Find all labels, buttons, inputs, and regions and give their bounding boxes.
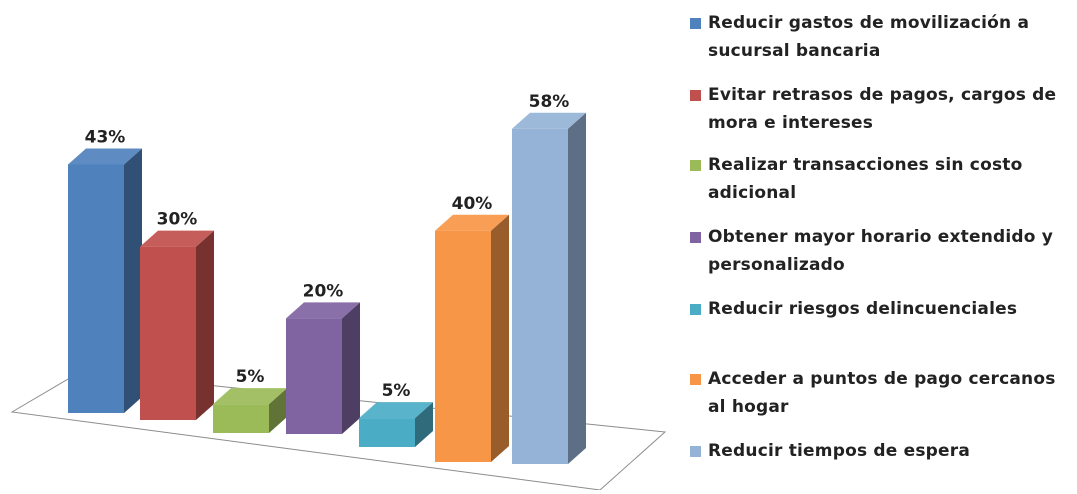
legend-item: Realizar transacciones sin costo adicion… (690, 154, 1075, 207)
data-label: 30% (157, 210, 198, 230)
data-label: 58% (529, 92, 570, 112)
bar (286, 302, 360, 434)
bar-front-face (286, 318, 342, 434)
bar-side-face (196, 230, 214, 420)
legend-item: Obtener mayor horario extendido y person… (690, 226, 1075, 279)
bar-top-face (359, 402, 433, 419)
legend-swatch (690, 304, 701, 315)
data-label: 40% (452, 194, 493, 214)
bar-side-face (491, 214, 509, 462)
bar-top-face (286, 302, 360, 319)
legend-swatch (690, 90, 701, 101)
legend-label: Reducir gastos de movilización a sucursa… (708, 13, 1030, 61)
legend-swatch (690, 18, 701, 29)
bar-side-face (124, 148, 142, 413)
data-label: 5% (382, 381, 411, 401)
legend-swatch (690, 160, 701, 171)
bar (140, 230, 214, 420)
bar (512, 112, 586, 464)
bar-top-face (512, 112, 586, 129)
data-label: 5% (236, 367, 265, 387)
bar-top-face (140, 230, 214, 247)
legend-item: Reducir tiempos de espera (690, 440, 1075, 465)
bar-front-face (359, 418, 415, 447)
bar-top-face (435, 214, 509, 231)
bar-side-face (342, 302, 360, 434)
bar (68, 148, 142, 413)
bar-front-face (140, 246, 196, 420)
legend-label: Evitar retrasos de pagos, cargos de mora… (708, 85, 1057, 133)
legend-label: Acceder a puntos de pago cercanos al hog… (708, 369, 1056, 417)
bar (435, 214, 509, 462)
legend-label: Reducir tiempos de espera (708, 441, 971, 461)
bar (213, 388, 287, 433)
legend-swatch (690, 374, 701, 385)
bar-top-face (213, 388, 287, 405)
legend-label: Obtener mayor horario extendido y person… (708, 227, 1054, 275)
bar-front-face (68, 164, 124, 413)
bar-side-face (269, 388, 287, 433)
bar-side-face (415, 402, 433, 447)
legend-swatch (690, 232, 701, 243)
bar-front-face (512, 128, 568, 464)
legend-label: Reducir riesgos delincuenciales (708, 299, 1018, 319)
bar (359, 402, 433, 447)
bar-series: 43% 30% 5% 20% 5% 40% 58% (68, 92, 586, 464)
bar-front-face (435, 230, 491, 462)
legend-swatch (690, 446, 701, 457)
legend-item: Acceder a puntos de pago cercanos al hog… (690, 368, 1075, 421)
legend-label: Realizar transacciones sin costo adicion… (708, 155, 1023, 203)
bar-top-face (68, 148, 142, 165)
legend-item: Reducir gastos de movilización a sucursa… (690, 12, 1075, 65)
data-label: 43% (85, 127, 126, 147)
legend-item: Evitar retrasos de pagos, cargos de mora… (690, 84, 1075, 137)
bar-front-face (213, 404, 269, 433)
bar-side-face (568, 112, 586, 464)
data-label: 20% (303, 281, 344, 301)
legend-item: Reducir riesgos delincuenciales (690, 298, 1075, 323)
